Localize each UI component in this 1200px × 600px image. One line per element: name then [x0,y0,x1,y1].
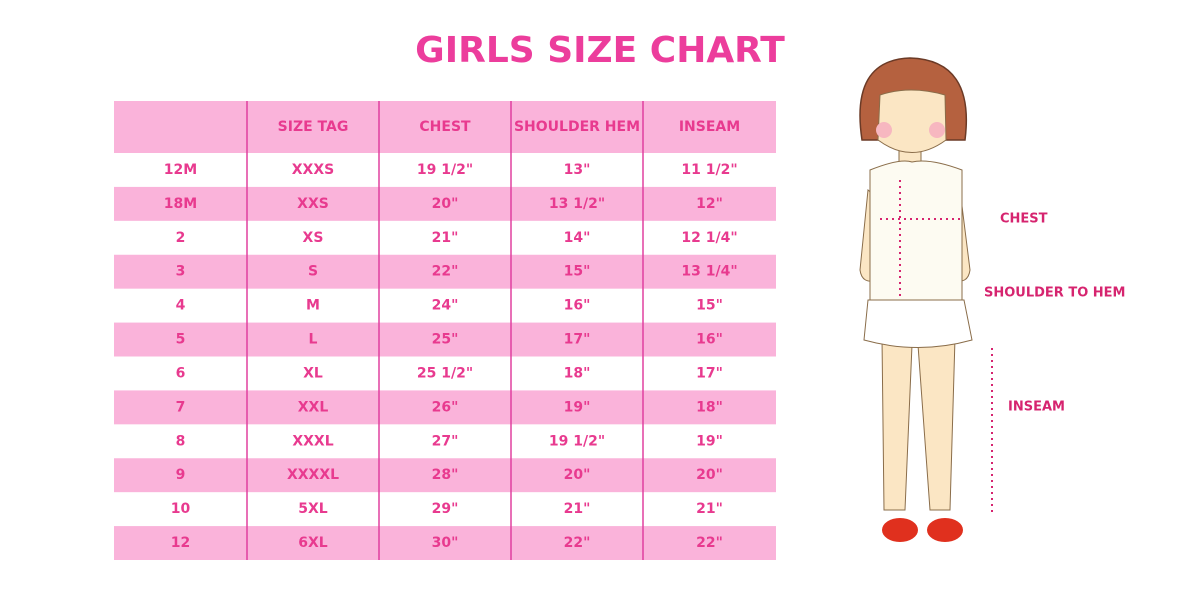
table-cell: M [306,298,320,314]
girl-illustration: CHEST SHOULDER TO HEM INSEAM [859,57,1125,542]
cheek [929,122,945,138]
table-cell: 2 [176,230,186,246]
table-cell: XXXXL [287,467,339,483]
table-cell: 24" [432,298,459,314]
table-cell: XXS [297,196,329,212]
table-cell: 5 [176,332,186,348]
shoe [927,518,963,542]
table-cell: 18" [564,365,591,381]
table-cell: 25 1/2" [417,365,473,381]
table-cell: 28" [432,467,459,483]
header-cell: INSEAM [679,119,740,135]
table-cell: 8 [176,433,186,449]
measure-label: INSEAM [1008,400,1065,415]
table-cell: 13 1/2" [549,196,605,212]
cheek [876,122,892,138]
table-cell: 3 [176,264,186,280]
header-cell: SIZE TAG [278,119,349,135]
measure-label: CHEST [1000,212,1048,227]
table-cell: 17" [696,365,723,381]
bloomers [863,299,973,348]
table-cell: 27" [432,433,459,449]
table-cell: L [309,332,318,348]
table-cell: XXXL [292,433,333,449]
shoe [882,518,918,542]
row-band [114,390,776,425]
table-cell: 10 [171,501,191,517]
row-band [114,186,776,221]
table-cell: 19 1/2" [549,433,605,449]
table-cell: XL [303,365,323,381]
row-band [114,526,776,560]
table-cell: 29" [432,501,459,517]
row-band [114,322,776,357]
page-title: GIRLS SIZE CHART [415,30,785,71]
table-cell: 16" [564,298,591,314]
table-cell: XXXS [292,162,334,178]
table-cell: 26" [432,399,459,415]
table-cell: 20" [564,467,591,483]
table-cell: 4 [176,298,186,314]
table-cell: 13" [564,162,591,178]
table-cell: 12 [171,535,190,551]
table-cell: 15" [696,298,723,314]
table-cell: 12 1/4" [681,230,737,246]
table-cell: 22" [696,535,723,551]
table-cell: 7 [176,399,186,415]
face [877,89,947,153]
table-cell: 22" [432,264,459,280]
table-cell: 19" [564,399,591,415]
table-cell: 22" [564,535,591,551]
table-cell: 14" [564,230,591,246]
table-cell: 30" [432,535,459,551]
table-cell: 20" [432,196,459,212]
table-cell: 17" [564,332,591,348]
table-cell: 20" [696,467,723,483]
table-cell: 12" [696,196,723,212]
header-row [114,101,776,153]
table-cell: 6XL [298,535,328,551]
table-cell: XS [303,230,324,246]
header-cell: SHOULDER HEM [514,119,640,135]
table-cell: 5XL [298,501,328,517]
table-cell: 18M [164,196,197,212]
table-cell: XXL [298,399,329,415]
dress [869,160,963,301]
table-cell: 21" [696,501,723,517]
header-cell: CHEST [419,119,471,135]
table-cell: 18" [696,399,723,415]
row-band [114,254,776,289]
table-cell: 21" [432,230,459,246]
table-cell: 12M [164,162,197,178]
table-cell: 16" [696,332,723,348]
table-cell: 19 1/2" [417,162,473,178]
measure-label: SHOULDER TO HEM [984,286,1125,301]
table-cell: 19" [696,433,723,449]
row-band [114,458,776,493]
table-cell: 9 [176,467,186,483]
table-cell: 21" [564,501,591,517]
table-cell: 6 [176,365,186,381]
table-cell: 13 1/4" [681,264,737,280]
table-cell: 25" [432,332,459,348]
table-cell: 15" [564,264,591,280]
table-cell: 11 1/2" [681,162,737,178]
table-cell: S [308,264,318,280]
